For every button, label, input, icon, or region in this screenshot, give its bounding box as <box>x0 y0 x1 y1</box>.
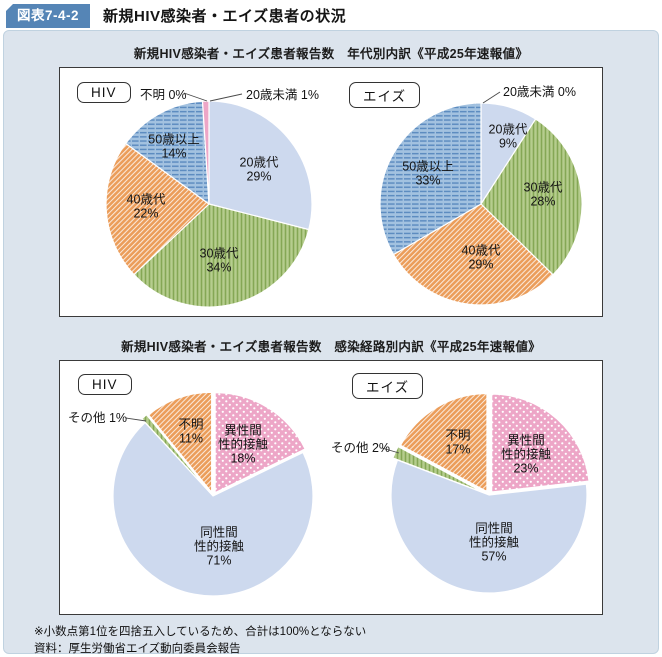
pie-slice-label: 同性間性的接触 71% <box>194 526 245 568</box>
pie-slice-label: 50歳以上 14% <box>148 133 199 161</box>
label-leader-line <box>209 93 243 102</box>
age-breakdown-panel: HIV エイズ 20歳代 29% 30歳代 34% 40歳代 22% 50歳以上 14% 20歳… <box>59 67 603 317</box>
pie-slice <box>125 100 210 205</box>
pie-slice <box>147 391 213 493</box>
pie-outside-label: その他 1% <box>68 411 127 425</box>
pie-slice <box>390 459 588 594</box>
pie-slice <box>133 203 310 308</box>
pie-slice-label: 同性間性的接触 57% <box>469 522 520 564</box>
pie-slice <box>208 100 313 231</box>
label-leader-line <box>125 417 147 422</box>
pie-slice <box>141 414 211 493</box>
pie-slice-label: 不明 17% <box>445 429 470 457</box>
pie-slice-label: 20歳代 29% <box>240 156 279 184</box>
pie-slice <box>491 393 590 493</box>
pie-outside-label: 20歳未満 0% <box>503 85 576 99</box>
figure-title: 新規HIV感染者・エイズ患者の状況 <box>103 7 347 25</box>
pie-outside-label: 不明 0% <box>140 88 187 102</box>
pie-slice-label: 異性間性的接触 23% <box>501 434 552 476</box>
pie-slice-label: 30歳代 28% <box>524 181 563 209</box>
label-leader-line <box>183 92 208 102</box>
figure-number-badge: 図表7-4-2 <box>6 4 91 28</box>
label-leader-line <box>482 91 501 104</box>
pie-slice-label: 50歳以上 33% <box>402 160 453 188</box>
pie-slice-label: 不明 11% <box>178 418 203 446</box>
pie-slice-label: 40歳代 22% <box>127 193 166 221</box>
source-note: 資料：厚生労働省エイズ動向委員会報告 <box>34 643 241 656</box>
route-pie-charts: 異性間性的接触 18% 同性間性的接触 71% その他 1% 不明 11% 異性間性的接触 23… <box>68 391 590 597</box>
age-panel-title: 新規HIV感染者・エイズ患者報告数 年代別内訳《平成25年速報値》 <box>133 47 529 61</box>
rounding-note: ※小数点第1位を四捨五入しているため、合計は100%とならない <box>34 626 367 638</box>
pie-slice-label: 40歳代 29% <box>462 244 501 272</box>
pie-outside-label: その他 2% <box>331 441 390 455</box>
hiv-tag-age: HIV <box>77 82 131 103</box>
content-area: 新規HIV感染者・エイズ患者報告数 年代別内訳《平成25年速報値》 HIV エイ… <box>3 30 659 657</box>
aids-tag-age: エイズ <box>349 82 421 108</box>
pie-slice <box>214 392 306 494</box>
pie-slice <box>392 203 554 306</box>
route-panel-title: 新規HIV感染者・エイズ患者報告数 感染経路別内訳《平成25年速報値》 <box>121 340 541 354</box>
label-leader-line <box>381 447 400 454</box>
pie-slice <box>201 100 210 205</box>
pie-slice-label: 異性間性的接触 18% <box>218 424 269 466</box>
pie-slice <box>399 392 488 493</box>
pie-slice <box>105 142 210 276</box>
pie-slice <box>112 421 314 597</box>
pie-outside-label: 20歳未満 1% <box>246 88 319 102</box>
age-pie-charts: 20歳代 29% 30歳代 34% 40歳代 22% 50歳以上 14% 20歳未満 1% 不明 … <box>105 85 583 308</box>
pie-slice <box>480 118 583 276</box>
footnotes: ※小数点第1位を四捨五入しているため、合計は100%とならない 資料：厚生労働省… <box>4 624 658 657</box>
hiv-tag-route: HIV <box>78 374 132 395</box>
route-breakdown-panel: HIV エイズ 異性間性的接触 18% 同性間性的接触 71% その他 1% 不明 11% 異… <box>59 360 603 615</box>
figure-header: 図表7-4-2 新規HIV感染者・エイズ患者の状況 <box>0 0 662 30</box>
aids-tag-route: エイズ <box>352 373 424 399</box>
pie-slice <box>379 102 482 256</box>
pie-slice-label: 30歳代 34% <box>200 247 239 275</box>
pie-slice-label: 20歳代 9% <box>489 123 528 151</box>
